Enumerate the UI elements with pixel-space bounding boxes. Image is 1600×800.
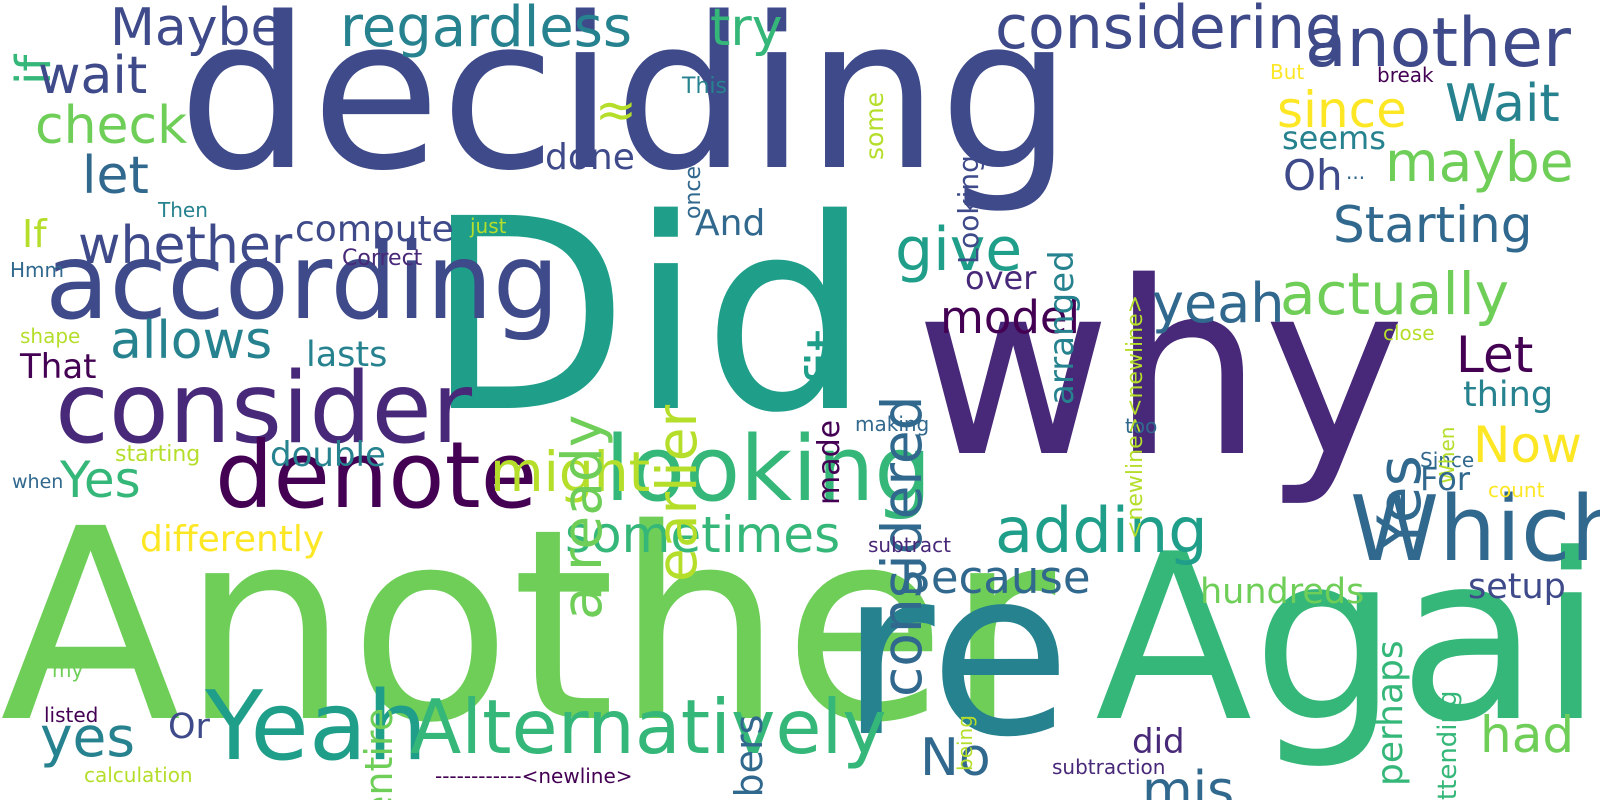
word-too: too <box>1125 414 1158 438</box>
word-then: Then <box>158 198 208 222</box>
word-compute: compute <box>295 209 454 250</box>
word-setup: setup <box>1468 567 1566 607</box>
word-attending: attending <box>1433 690 1463 800</box>
word-listed: listed <box>44 703 99 727</box>
word-double: double <box>270 435 386 475</box>
word-making: making <box>855 412 930 436</box>
word-shape: shape <box>20 324 81 348</box>
word-re: re <box>840 521 1072 788</box>
word-yeah-cap: Yeah <box>205 672 428 782</box>
word-dashes-newline: ------------<newline> <box>435 764 633 788</box>
word-some: some <box>860 91 889 160</box>
word-adding: adding <box>995 494 1208 567</box>
word-now: Now <box>1473 416 1582 474</box>
word-regardless: regardless <box>340 0 633 60</box>
word-differently: differently <box>140 519 325 560</box>
word-for: For <box>1420 460 1470 498</box>
word-oh: Oh <box>1283 151 1343 200</box>
word-actually: actually <box>1280 260 1510 328</box>
word-deciding: deciding <box>178 0 1073 217</box>
word-my: my <box>52 658 84 682</box>
word-because: Because <box>900 551 1091 604</box>
word-if-cap: If <box>22 212 47 256</box>
word-made: made <box>812 419 847 505</box>
word-considering: considering <box>995 0 1344 63</box>
word-calculation: calculation <box>84 763 193 787</box>
word-close: close <box>1383 321 1435 345</box>
word-earlier: earlier <box>645 404 709 582</box>
word-maybe-cap: Maybe <box>110 0 283 58</box>
word-hundreds: hundreds <box>1200 572 1365 612</box>
word-perhaps: perhaps <box>1370 640 1411 786</box>
word-another-cap: Another <box>0 473 1056 781</box>
word-that: That <box>20 347 97 387</box>
word-fit: fit <box>795 329 859 386</box>
word-looking-cap: Looking <box>952 155 985 264</box>
word-since-cap: Since <box>1420 448 1475 472</box>
word-let: let <box>82 146 149 206</box>
word-might: might <box>490 440 651 504</box>
word-just: just <box>470 214 507 238</box>
word-subtract: subtract <box>868 533 951 557</box>
word-alternatively: Alternatively <box>410 683 887 771</box>
word-since: since <box>1277 81 1407 139</box>
word-again: Again <box>1095 506 1600 773</box>
word-ellipsis: ... <box>1346 160 1366 184</box>
word-already: already <box>550 414 614 620</box>
word-or: Or <box>168 707 210 747</box>
word-let-cap: Let <box>1456 326 1534 384</box>
word-starting-cap: Starting <box>1333 196 1533 254</box>
word-yeah: yeah <box>1152 272 1285 335</box>
word-yes-cap: Yes <box>60 451 141 509</box>
word-arranged: arranged <box>1042 250 1082 405</box>
word-according: according <box>45 221 560 343</box>
word-had: had <box>1480 706 1575 764</box>
word-seems: seems <box>1282 119 1386 157</box>
word-model: model <box>940 291 1081 344</box>
word-sometimes: sometimes <box>565 506 841 564</box>
word-denote: denote <box>215 422 538 529</box>
word-this: This <box>682 74 727 99</box>
word-wait-cap: Wait <box>1445 74 1560 134</box>
word-thing: thing <box>1463 375 1554 415</box>
word-and: And <box>695 203 766 244</box>
word-lasts: lasts <box>306 335 388 375</box>
word-but: But <box>1270 60 1305 84</box>
word-correct: Correct <box>342 246 423 271</box>
word-which: Which <box>1350 477 1600 582</box>
word-whether: whether <box>78 216 293 276</box>
word-subtraction: subtraction <box>1052 755 1166 779</box>
word-entire: entire <box>357 707 401 800</box>
word-maybe: maybe <box>1385 130 1574 194</box>
word-check: check <box>35 96 188 156</box>
word-another: another <box>1305 4 1571 83</box>
word-try: try <box>710 0 783 58</box>
word-did: did <box>1132 722 1185 762</box>
word-starting: starting <box>115 442 201 467</box>
word-yes: yes <box>40 705 136 769</box>
word-being: being <box>953 715 977 771</box>
word-did-cap: Did <box>425 163 871 471</box>
word-count: count <box>1488 478 1545 502</box>
word-over: over <box>965 259 1037 297</box>
word-when: when <box>12 471 64 493</box>
word-mis: mis <box>1142 761 1235 800</box>
word-why: why <box>915 230 1406 510</box>
word-done: done <box>545 137 635 178</box>
word-allows: allows <box>110 311 273 371</box>
word-consider: consider <box>55 352 473 466</box>
word-once: once <box>681 165 706 219</box>
word-no: No <box>920 728 991 788</box>
word-give: give <box>895 215 1023 285</box>
word-hmm: Hmm <box>10 258 65 282</box>
word-approx-symbol: ≈ <box>595 81 637 139</box>
word-wait: wait <box>38 46 148 106</box>
word-break: break <box>1377 63 1434 87</box>
word-numbers: Numbers <box>727 715 771 800</box>
word-looking: looking <box>605 417 932 522</box>
